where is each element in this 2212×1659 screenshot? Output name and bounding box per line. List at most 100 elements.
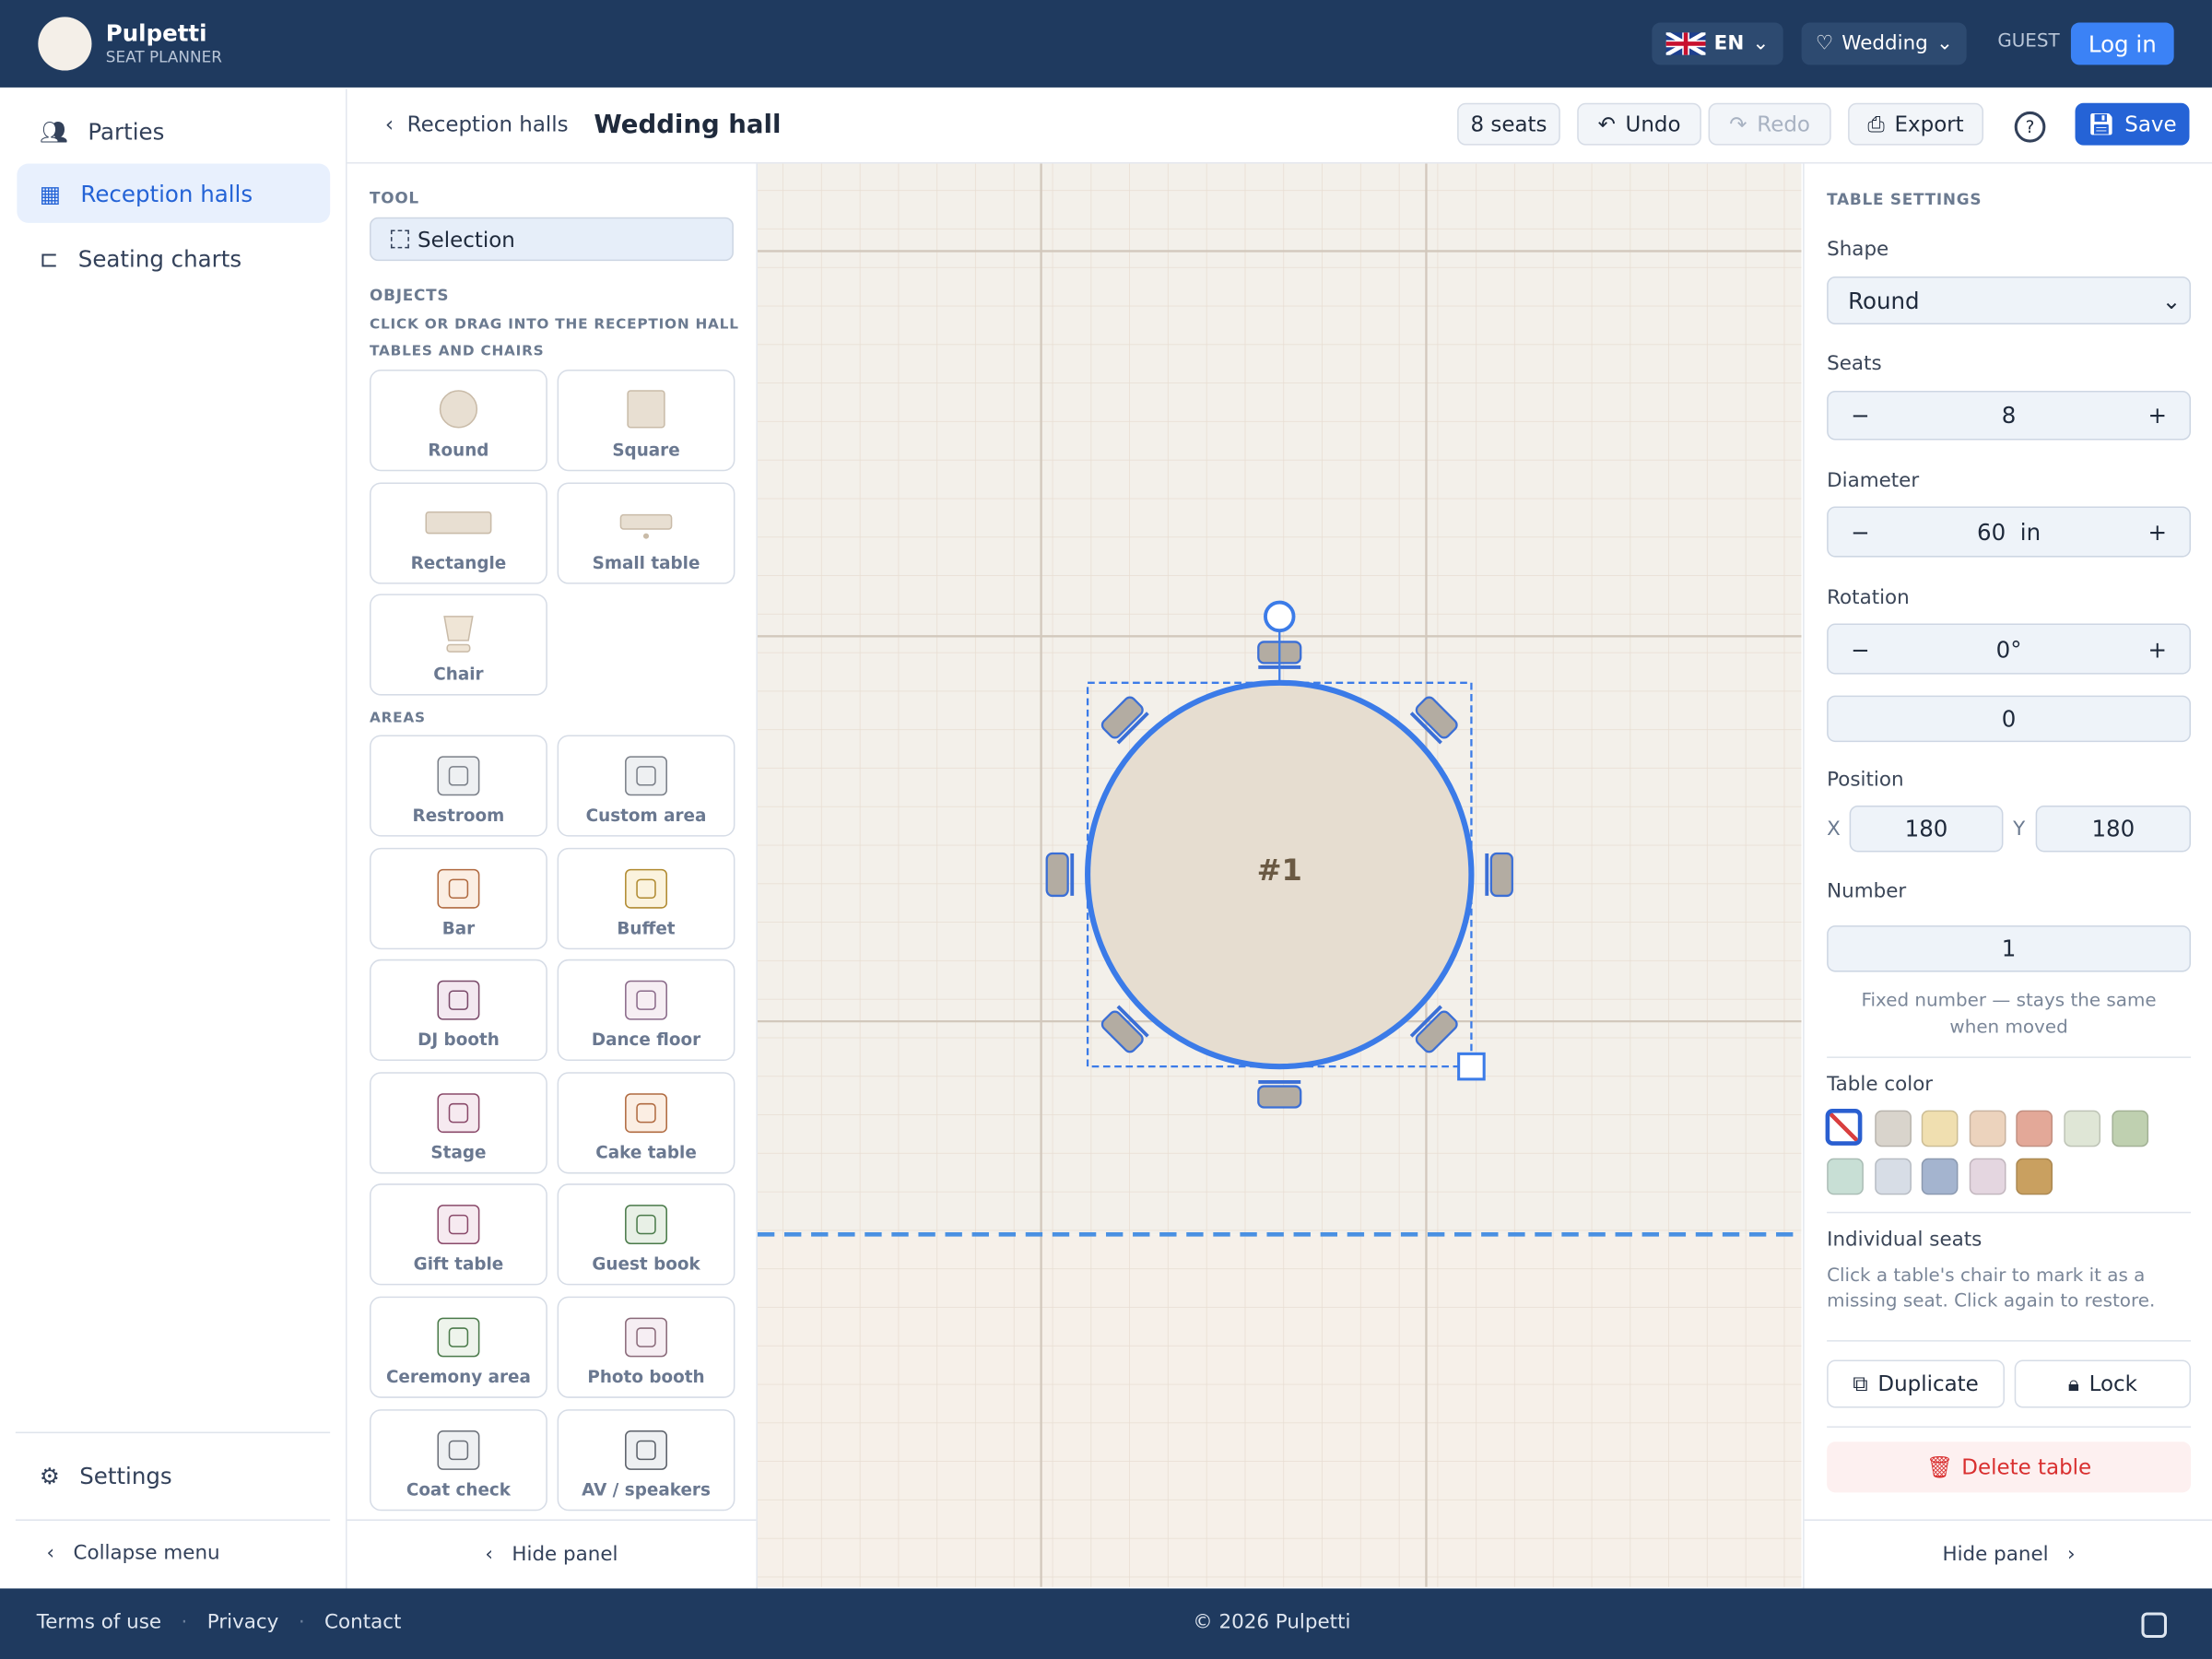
settings-link[interactable]: ⚙︎ Settings bbox=[39, 1462, 172, 1489]
nav-label: Seating charts bbox=[77, 244, 242, 272]
x-input[interactable]: 180 bbox=[1849, 805, 2004, 853]
area-tile[interactable]: Cake table bbox=[557, 1071, 735, 1174]
chair[interactable] bbox=[1100, 1005, 1149, 1054]
collapse-menu[interactable]: ‹ Collapse menu bbox=[46, 1541, 220, 1565]
area-tile[interactable]: Dance floor bbox=[557, 959, 735, 1062]
back-link[interactable]: ‹ Reception halls bbox=[384, 111, 569, 137]
hide-panel[interactable]: ‹ Hide panel bbox=[485, 1543, 618, 1566]
chair-seat bbox=[1100, 1010, 1144, 1053]
footer-link[interactable]: Terms of use bbox=[36, 1610, 162, 1634]
brand: Pulpetti bbox=[105, 19, 207, 47]
color-swatch[interactable] bbox=[1827, 1158, 1864, 1195]
nav-item[interactable]: ▦ Reception halls bbox=[17, 163, 331, 223]
area-tile[interactable]: Restroom bbox=[370, 735, 547, 837]
area-tile[interactable]: Guest book bbox=[557, 1183, 735, 1286]
diameter-stepper[interactable]: −60 in + bbox=[1827, 506, 2192, 558]
hide-panel[interactable]: Hide panel › bbox=[1942, 1543, 2076, 1566]
area-tile[interactable]: AV / speakers bbox=[557, 1408, 735, 1511]
area-tile[interactable]: DJ booth bbox=[370, 959, 547, 1062]
rotate-handle[interactable] bbox=[1264, 600, 1296, 633]
duplicate-button[interactable]: ⧉ Duplicate bbox=[1827, 1359, 2005, 1408]
rotation-input[interactable]: 0 bbox=[1827, 695, 2192, 743]
export-button[interactable]: ⎙ Export bbox=[1848, 102, 1984, 146]
y-input[interactable]: 180 bbox=[2035, 805, 2192, 853]
tile-label: AV / speakers bbox=[582, 1478, 711, 1500]
divider bbox=[15, 1519, 331, 1521]
redo-label: Redo bbox=[1757, 111, 1810, 137]
object-tile[interactable]: Round bbox=[370, 370, 547, 472]
event-select[interactable]: ♡ Wedding ⌄ bbox=[1801, 22, 1968, 65]
rotation-stepper[interactable]: −0° + bbox=[1827, 623, 2192, 675]
color-swatch[interactable] bbox=[1969, 1158, 2006, 1195]
delete-button[interactable]: 🗑︎ Delete table bbox=[1827, 1441, 2192, 1493]
color-swatch[interactable] bbox=[2016, 1158, 2053, 1195]
resize-handle[interactable] bbox=[1457, 1052, 1486, 1081]
header: Pulpetti SEAT PLANNER EN ⌄ ♡ Wedding ⌄ GUES… bbox=[0, 0, 2212, 88]
section-heading: TABLE SETTINGS bbox=[1827, 190, 1983, 209]
color-swatch[interactable] bbox=[1874, 1158, 1912, 1195]
language-select[interactable]: EN ⌄ bbox=[1652, 22, 1783, 65]
divider bbox=[1827, 1426, 2192, 1428]
hide-label: Hide panel bbox=[1942, 1543, 2049, 1566]
area-tile[interactable]: Gift table bbox=[370, 1183, 547, 1286]
chair[interactable] bbox=[1045, 852, 1075, 898]
back-label: Reception halls bbox=[406, 111, 569, 137]
nav-item[interactable]: 👥︎ Parties bbox=[39, 117, 165, 145]
tool-selection[interactable]: Selection bbox=[370, 217, 734, 262]
language: EN bbox=[1713, 32, 1745, 55]
table-label: #1 bbox=[1257, 853, 1302, 888]
rotation-value: 0° bbox=[1995, 635, 2022, 663]
object-tile[interactable]: Small table bbox=[557, 481, 735, 584]
object-tile[interactable]: Chair bbox=[370, 594, 547, 696]
footer-link[interactable]: Privacy bbox=[206, 1610, 279, 1634]
chair[interactable] bbox=[1100, 695, 1149, 745]
redo-button[interactable]: ↷ Redo bbox=[1708, 102, 1831, 146]
logo bbox=[38, 17, 92, 71]
objects-panel: TOOL Selection OBJECTS CLICK OR DRAG INT… bbox=[347, 163, 758, 1589]
tile-label: Dance floor bbox=[591, 1030, 701, 1051]
color-swatch[interactable] bbox=[2064, 1110, 2101, 1147]
footer-link[interactable]: Contact bbox=[324, 1610, 402, 1634]
collapse-label: Collapse menu bbox=[73, 1541, 220, 1565]
area-tile[interactable]: Coat check bbox=[370, 1408, 547, 1511]
save-button[interactable]: 💾︎ Save bbox=[2075, 102, 2190, 146]
undo-button[interactable]: ↶ Undo bbox=[1577, 102, 1701, 146]
chair[interactable] bbox=[1485, 852, 1513, 898]
color-swatch[interactable] bbox=[2111, 1110, 2148, 1147]
tile-label: Stage bbox=[430, 1142, 487, 1162]
section-heading: AREAS bbox=[370, 711, 426, 727]
area-tile[interactable]: Stage bbox=[370, 1071, 547, 1174]
instagram-icon[interactable] bbox=[2141, 1612, 2168, 1639]
shape-value: Round bbox=[1848, 287, 1920, 314]
color-swatch-none[interactable] bbox=[1825, 1109, 1863, 1146]
color-swatch[interactable] bbox=[1874, 1110, 1912, 1147]
number-input[interactable]: 1 bbox=[1827, 925, 2192, 972]
table-settings: TABLE SETTINGS Shape Round ⌄ Seats −8 + Di… bbox=[1803, 163, 2212, 1589]
tool-label: Selection bbox=[418, 226, 515, 253]
color-swatch[interactable] bbox=[1969, 1110, 2006, 1147]
shape-select[interactable]: Round ⌄ bbox=[1827, 276, 2192, 325]
chair-seat bbox=[1415, 696, 1458, 739]
area-tile[interactable]: Buffet bbox=[557, 847, 735, 949]
color-swatch[interactable] bbox=[1921, 1110, 1959, 1147]
color-swatch[interactable] bbox=[1921, 1158, 1959, 1195]
duplicate-label: Duplicate bbox=[1877, 1371, 1979, 1397]
chair[interactable] bbox=[1409, 1005, 1459, 1054]
hide-label: Hide panel bbox=[512, 1543, 618, 1566]
chair[interactable] bbox=[1409, 695, 1459, 745]
area-tile[interactable]: Custom area bbox=[557, 735, 735, 837]
object-tile[interactable]: Rectangle bbox=[370, 481, 547, 584]
chair[interactable] bbox=[1257, 1080, 1302, 1109]
field-label: Number bbox=[1827, 880, 1907, 903]
separator: · bbox=[181, 1610, 188, 1634]
nav-item[interactable]: ⊏ Seating charts bbox=[39, 244, 242, 272]
area-tile[interactable]: Photo booth bbox=[557, 1296, 735, 1398]
area-tile[interactable]: Ceremony area bbox=[370, 1296, 547, 1398]
area-tile[interactable]: Bar bbox=[370, 847, 547, 949]
help-button[interactable]: ? bbox=[2014, 111, 2046, 143]
login-button[interactable]: Log in bbox=[2070, 22, 2174, 65]
seats-stepper[interactable]: −8 + bbox=[1827, 390, 2192, 441]
lock-button[interactable]: 🔒︎ Lock bbox=[2014, 1359, 2192, 1408]
color-swatch[interactable] bbox=[2016, 1110, 2053, 1147]
object-tile[interactable]: Square bbox=[557, 370, 735, 472]
